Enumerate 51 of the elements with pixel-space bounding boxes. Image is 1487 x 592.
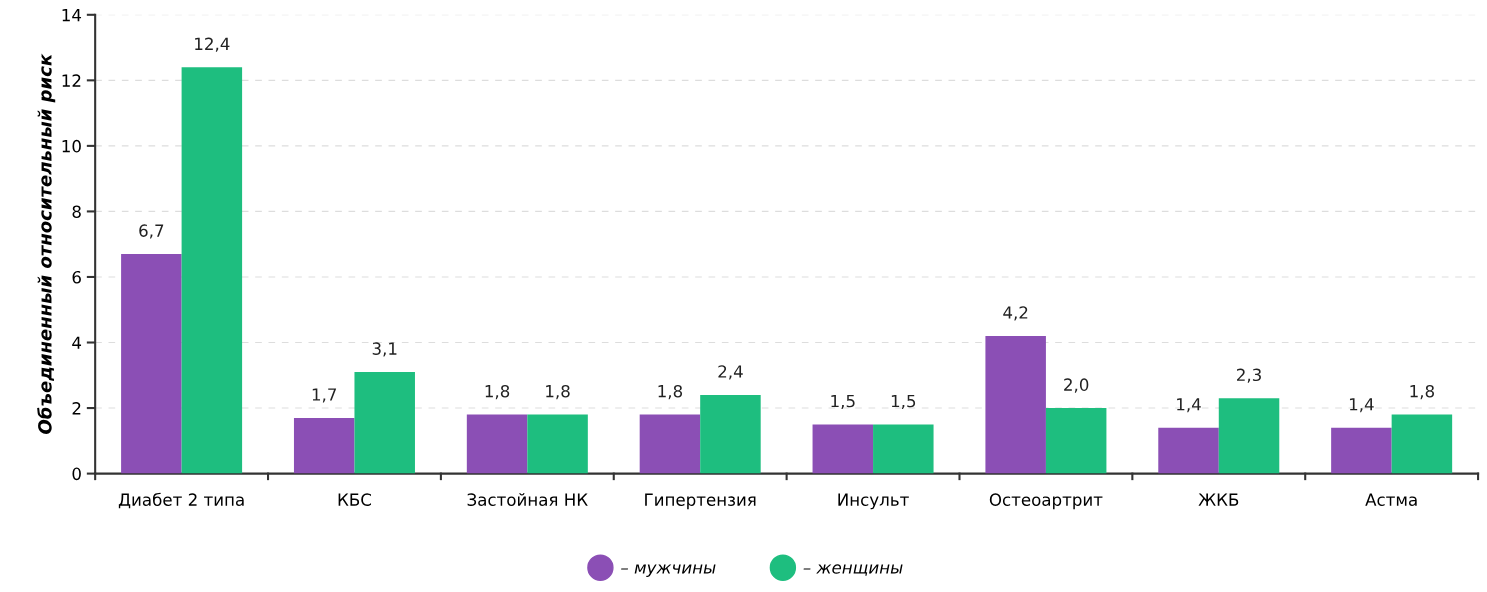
data-label: 1,4	[1177, 398, 1201, 413]
legend-label: – женщины	[803, 564, 903, 576]
data-label: 1,5	[891, 394, 916, 410]
data-label: 1,8	[485, 384, 510, 400]
bar	[181, 67, 243, 474]
data-label: 4,2	[1003, 306, 1028, 321]
data-label: 3,1	[372, 342, 397, 357]
y-axis-title: Объединенный относительный риск	[37, 53, 56, 434]
y-tick-label: 10	[62, 139, 81, 153]
y-tick-label: 8	[72, 205, 81, 218]
y-tick-label: 12	[62, 74, 81, 87]
y-tick-label: 14	[62, 8, 82, 22]
x-tick-label: ЖКБ	[1198, 493, 1239, 506]
bar	[812, 424, 874, 474]
x-tick-label: Гипертензия	[645, 493, 756, 510]
data-label: 1,8	[1410, 384, 1435, 400]
bar	[1391, 414, 1453, 474]
data-label: 2,4	[718, 365, 743, 380]
bar	[1331, 427, 1392, 474]
bar	[466, 414, 528, 474]
x-tick-label: Астма	[1365, 493, 1417, 506]
data-label: 1,4	[1349, 398, 1374, 413]
data-label: 1,8	[546, 384, 570, 400]
y-tick-label: 0	[72, 467, 81, 481]
data-label: 1,8	[658, 384, 683, 400]
x-tick-label: Инсульт	[838, 493, 909, 510]
bar	[527, 414, 588, 474]
x-tick-label: Застойная НК	[467, 493, 588, 506]
bar	[1158, 427, 1219, 474]
data-label: 12,4	[195, 37, 230, 52]
x-tick-label: КБС	[338, 493, 372, 506]
bar	[639, 414, 701, 474]
y-tick-label: 4	[72, 336, 82, 349]
x-tick-label: Диабет 2 типа	[118, 492, 244, 509]
bar	[1045, 408, 1107, 474]
y-tick-label: 2	[72, 402, 81, 415]
data-label: 2,3	[1237, 368, 1261, 383]
bar	[873, 424, 934, 474]
data-label: 1,5	[831, 394, 855, 410]
x-tick-label: Остеоартрит	[989, 493, 1103, 510]
bar	[121, 254, 182, 474]
data-label: 1,7	[312, 388, 337, 403]
bar	[985, 335, 1046, 474]
legend-label: – мужчины	[621, 564, 716, 577]
bar	[1218, 398, 1280, 474]
bar	[354, 372, 415, 474]
bar	[293, 417, 355, 474]
bar	[700, 394, 761, 474]
y-tick-label: 6	[72, 270, 81, 284]
data-label: 6,7	[139, 224, 164, 239]
data-label: 2,0	[1064, 378, 1089, 393]
